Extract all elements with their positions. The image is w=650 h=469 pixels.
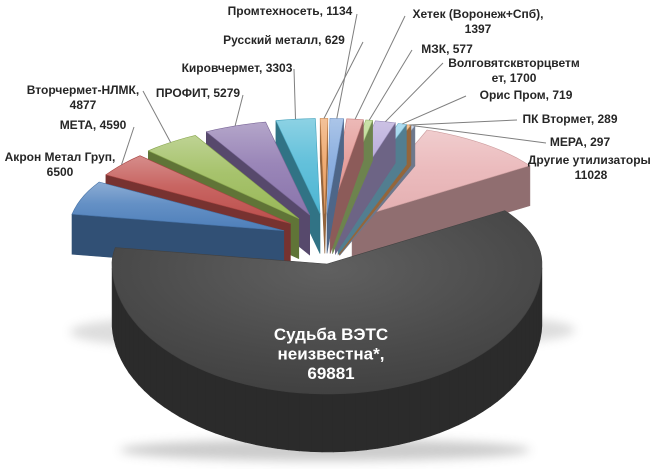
pie-slice-14-side [124,307,130,374]
slice-label-8: МЗК, 577 [421,42,473,56]
pie-slice-14-side [497,337,505,402]
leader-line-11 [409,119,518,126]
pie-slice-14-side [179,358,189,422]
pie-slice-14-side [118,295,122,360]
leader-line-6 [336,13,358,119]
pie-slice-14-side [482,347,491,413]
slice-label-11: ПК Втормет, 289 [522,112,617,126]
pie-slice-14-side [133,319,139,386]
pie-slice-14-side [535,287,539,353]
pie-slice-14-side [377,388,389,449]
pie-slice-14-side [255,386,267,448]
pie-slice-14-side [138,326,145,392]
pie-slice-14-side [288,391,300,452]
slice-label-13: Другие утилизаторы, 11028 [528,153,650,182]
pie-slice-14-side [164,348,173,413]
slice-label-5: Русский металл, 629 [223,33,345,47]
pie-slice-13 [351,129,531,220]
leader-line-7 [354,15,406,120]
slice-label-4: Кировчермет, 3303 [182,61,293,75]
pie-slice-14-side [205,371,216,434]
pie-slice-14-side [235,381,246,443]
pie-slice-14-side [509,325,517,391]
leader-line-3 [234,94,244,127]
slice-label-0: Акрон Метал Груп, 6500 [5,150,116,179]
leader-line-9 [385,62,444,123]
pie-slice-14-side [515,319,522,386]
pie-slice-14-side [144,331,151,397]
pie-slice-14-side [299,392,312,452]
pie-slice-14-side [215,374,226,437]
pie-slice-14-side [156,343,165,408]
leader-line-10 [402,95,467,125]
pie-slice-14-side [187,362,198,426]
slice-label-7: Хетек (Воронеж+Спб), 1397 [413,7,544,36]
pie-slice-group-6 [326,118,344,254]
pie-slice-14-side [520,312,526,380]
pie-slice-14-side [429,374,440,437]
pie-slice-14-side [321,393,334,453]
pie-slice-14-side [128,313,134,380]
pie-slice-14-side [332,393,345,453]
pie-slice-14-side [388,386,400,447]
leader-line-8 [368,49,413,121]
pie-slice-14-side [344,392,356,452]
slice-label-12: МЕРА, 297 [550,135,611,149]
pie-slice-14-side [529,301,534,366]
leader-line-5 [323,41,364,119]
slice-label-10: Орис Пром, 719 [480,88,573,102]
pie-slice-14-side [310,393,323,453]
pie-slice-group-13 [351,129,531,260]
pie-slice-14-side [398,383,410,445]
pie-slice-14-side [111,268,114,334]
pie-slice-14-side [503,331,511,397]
pie-slice-14 [111,210,543,395]
pie-slice-14-side [196,367,207,430]
slice-label-2: Вторчермет-НЛМК, 4877 [27,83,139,112]
pie-slice-14-side [525,306,530,373]
pie-slice-14-side [245,383,257,446]
pie-slice-14-side [121,301,126,367]
pie-slice-14-side [466,357,476,422]
pie-slice-0 [71,181,285,231]
leader-line-4 [293,68,296,120]
slice-label-6: Промтехносеть, 1134 [228,4,353,18]
pie-slice-group-14 [111,210,543,453]
slice-label-14: Судьба ВЭТС неизвестна*, 69881 [274,325,388,383]
pie-slice-14-side [277,390,289,451]
pie-slice-14-side [490,342,498,408]
pie-slice-14-side [419,377,431,440]
slice-label-9: Волговятсквторцветм ет, 1700 [448,56,580,85]
slice-label-1: МЕТА, 4590 [60,118,127,132]
leader-line-12 [413,125,547,144]
pie-slice-14-side [474,352,484,417]
pie-slice-14-side [409,380,421,443]
pie-slice-14-side [457,362,467,426]
leader-line-2 [142,90,172,143]
pie-slice-group-5 [319,118,329,254]
leader-line-1 [121,126,135,165]
pie-slice-14-side [150,337,158,403]
pie-slice-14-side [532,294,537,360]
pie-slice-14-side [171,353,181,418]
pie-slice-14-side [355,391,367,452]
pie-slice-14-side [366,390,378,451]
pie-slice-14-side [266,388,278,449]
pie-slice-14-side [224,378,236,441]
pie-slice-14-side [448,366,459,430]
slice-label-3: ПРОФИТ, 5279 [156,86,240,100]
pie-slice-14-side [439,370,450,434]
pie-slice-14-side [115,288,119,354]
